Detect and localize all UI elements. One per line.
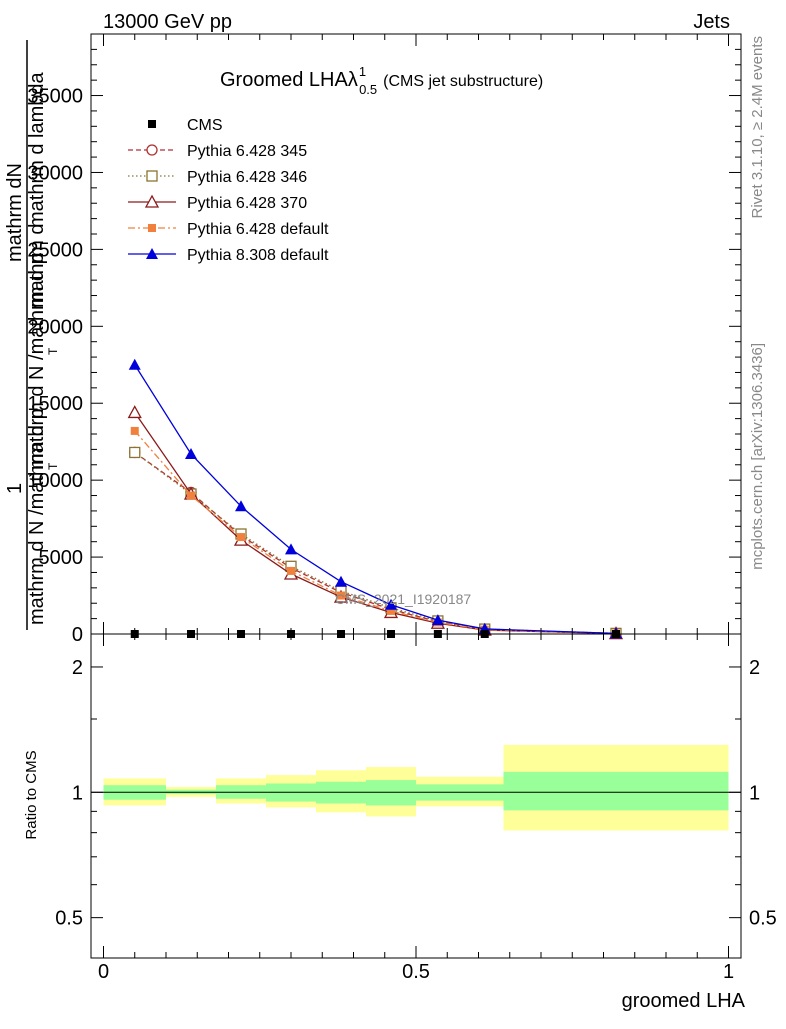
y-axis-label-part-4: T — [46, 347, 60, 355]
data-point-pythia-6-428-default — [337, 591, 345, 600]
main-panel: 0 5000 10000 15000 20000 25000 30000 35000 — [27, 33, 742, 646]
data-point-pythia-6-428-370 — [127, 405, 142, 419]
chart-title-note: (CMS jet substructure) — [383, 73, 543, 90]
ratio-panel: 0.5 0.5 1 1 2 2 — [55, 633, 777, 959]
legend-marker-pythia-6-428-370 — [144, 194, 160, 208]
chart-title-sup: 1 — [359, 64, 366, 79]
y-axis-label-part-1: mathrm d N /mathrm d p — [26, 408, 48, 625]
ratio-band-inner-8 — [503, 771, 729, 811]
x-tick-label: 1 — [723, 961, 734, 983]
data-point-pythia-8-308-default — [285, 543, 297, 555]
ratio-y-tick-label-right: 1 — [749, 782, 760, 804]
legend-marker-cms — [148, 120, 156, 128]
main-y-tick-label: 15000 — [27, 393, 83, 415]
legend-marker-pythia-8-308-default — [146, 248, 158, 259]
data-point-pythia-8-308-default — [431, 614, 444, 626]
mcplots-label: mcplots.cern.ch [arXiv:1306.3436] — [749, 343, 766, 570]
data-point-pythia-8-308-default — [128, 358, 141, 370]
data-point-pythia-8-308-default — [235, 500, 247, 512]
rivet-label: Rivet 3.1.10, ≥ 2.4M events — [749, 36, 766, 219]
ratio-y-tick-label-right: 2 — [749, 657, 760, 679]
x-tick-label: 0.5 — [402, 961, 430, 983]
header-left: 13000 GeV pp — [103, 11, 232, 33]
legend-label-pythia-6-428-default: Pythia 6.428 default — [187, 221, 329, 238]
data-point-pythia-6-428-346 — [129, 446, 141, 459]
main-y-tick-label: 30000 — [27, 162, 83, 184]
y-axis-label-part-7: mathrm d — [26, 224, 48, 308]
header-right: Jets — [693, 11, 730, 33]
analysis-label: CMS_2021_I1920187 — [335, 591, 471, 607]
ratio-y-label: Ratio to CMS — [23, 750, 40, 839]
ratio-y-tick-label-right: 0.5 — [749, 908, 777, 930]
data-point-pythia-6-428-default — [287, 566, 295, 575]
data-point-pythia-6-428-default — [130, 426, 139, 435]
chart-title-sub: 0.5 — [359, 82, 377, 97]
x-axis: 0 0.5 1 — [98, 34, 734, 983]
legend-label-pythia-6-428-370: Pythia 6.428 370 — [187, 195, 307, 212]
main-y-tick-label: 35000 — [27, 86, 83, 108]
y-axis-label-part-5: mathrm dN — [4, 163, 26, 262]
data-point-pythia-6-428-default — [187, 491, 195, 500]
ratio-y-tick-label-left: 0.5 — [55, 908, 83, 930]
main-y-tick-label: 5000 — [39, 547, 84, 569]
data-point-pythia-8-308-default — [385, 598, 397, 610]
legend-marker-pythia-6-428-346 — [146, 170, 158, 182]
legend-marker-pythia-6-428-345 — [146, 144, 158, 156]
data-point-pythia-8-308-default — [185, 448, 197, 459]
data-point-pythia-6-428-default — [387, 606, 395, 615]
ratio-y-tick-label-left: 2 — [72, 657, 83, 679]
chart-title-main: Groomed LHAλ — [220, 69, 358, 91]
main-y-tick-label: 0 — [72, 624, 83, 646]
legend-label-pythia-6-428-346: Pythia 6.428 346 — [187, 169, 307, 186]
main-y-tick-label: 20000 — [27, 316, 83, 338]
y-axis-label-part-3: mathrm d N /mathrm d p — [26, 253, 48, 470]
y-axis-label-part-6: mathrm d lambda — [26, 72, 48, 228]
legend-label-pythia-6-428-345: Pythia 6.428 345 — [187, 143, 307, 160]
legend-label-pythia-8-308-default: Pythia 8.308 default — [187, 247, 329, 264]
x-axis-label: groomed LHA — [622, 990, 746, 1012]
legend: CMS Pythia 6.428 345 Pythia 6.428 346 Pythi… — [128, 117, 329, 264]
legend-marker-pythia-6-428-default — [148, 224, 156, 232]
chart-title: Groomed LHAλ1 0.5 (CMS jet substructure) — [220, 64, 543, 97]
data-point-pythia-8-308-default — [335, 575, 347, 587]
y-axis-label-part-2: T — [46, 462, 60, 470]
data-point-pythia-6-428-default — [237, 533, 245, 542]
y-axis-label-part-0: 1 — [4, 483, 26, 494]
ratio-y-tick-label-left: 1 — [72, 782, 83, 804]
main-y-tick-label: 10000 — [27, 470, 83, 492]
legend-label-cms: CMS — [187, 117, 223, 134]
x-tick-label: 0 — [98, 961, 109, 983]
main-y-tick-label: 25000 — [27, 239, 83, 261]
